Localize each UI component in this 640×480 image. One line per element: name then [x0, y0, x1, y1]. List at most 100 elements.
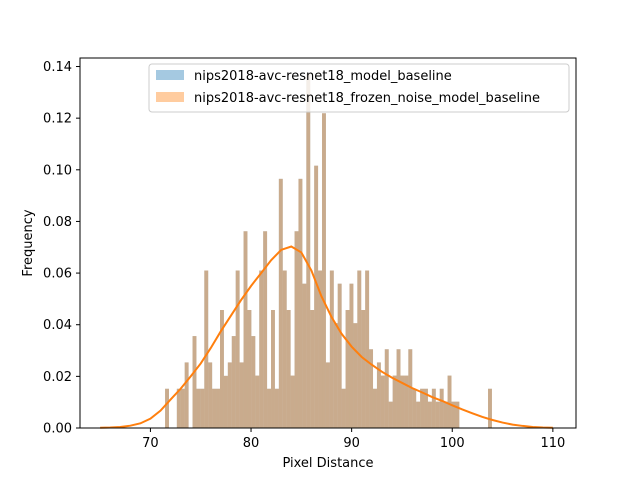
hist-bar-series1-72 — [488, 388, 492, 428]
hist-bar-series1-60 — [412, 388, 417, 428]
hist-bar-series1-24 — [271, 310, 275, 428]
hist-bar-series0-4 — [192, 336, 197, 428]
hist-bar-series1-52 — [380, 375, 385, 428]
hist-bar-series0-13 — [227, 362, 232, 428]
legend-frame — [148, 63, 570, 113]
hist-bar-series1-0 — [165, 388, 169, 428]
hist-bar-series0-44 — [349, 283, 354, 428]
hist-bar-series0-53 — [384, 349, 389, 428]
hist-bar-series1-16 — [239, 362, 244, 428]
hist-bar-series0-60 — [412, 388, 417, 428]
hist-bar-series0-15 — [235, 270, 240, 428]
hist-bar-series1-41 — [337, 283, 342, 428]
hist-bar-series0-21 — [259, 270, 264, 428]
hist-bar-series0-64 — [427, 401, 432, 428]
hist-bar-series0-14 — [231, 336, 236, 428]
x-tick-label-1: 80 — [243, 436, 260, 451]
hist-bar-series1-38 — [325, 362, 330, 428]
hist-bar-series1-69 — [447, 375, 452, 428]
hist-bar-series1-33 — [306, 73, 311, 428]
legend-swatch-model-baseline — [156, 70, 184, 80]
hist-bar-series1-5 — [196, 388, 201, 428]
hist-bar-series0-72 — [488, 388, 492, 428]
hist-bar-series0-18 — [247, 310, 252, 428]
hist-bar-series0-58 — [404, 375, 409, 428]
hist-bar-series0-6 — [200, 388, 205, 428]
hist-bar-series1-65 — [431, 388, 436, 428]
hist-bar-series1-36 — [318, 270, 323, 428]
hist-bar-series1-37 — [322, 113, 326, 428]
hist-bar-series0-29 — [290, 375, 295, 428]
x-axis-ticks: 70 80 90 100 110 — [142, 428, 565, 451]
hist-bar-series1-32 — [302, 283, 307, 428]
hist-bar-series0-66 — [435, 401, 440, 428]
hist-bar-series0-30 — [294, 231, 299, 428]
hist-bar-series0-7 — [204, 270, 209, 428]
y-tick-label-2: 0.04 — [43, 318, 72, 333]
hist-bar-series0-50 — [373, 388, 377, 428]
hist-bar-series0-42 — [341, 388, 346, 428]
hist-bar-series1-23 — [267, 388, 271, 428]
hist-bar-series1-6 — [200, 388, 205, 428]
hist-bar-series0-19 — [251, 336, 256, 428]
hist-bar-series0-68 — [443, 401, 448, 428]
hist-bar-series1-17 — [243, 231, 248, 428]
legend-swatch-frozen-noise-baseline — [156, 92, 184, 102]
hist-bar-series0-20 — [255, 375, 260, 428]
hist-bar-series1-46 — [357, 270, 362, 428]
hist-bar-series1-47 — [361, 310, 366, 428]
hist-bar-series1-71 — [455, 401, 460, 428]
hist-bar-series1-56 — [396, 349, 401, 428]
hist-bar-series0-65 — [431, 388, 436, 428]
hist-bar-series0-22 — [263, 231, 268, 428]
hist-bar-series1-57 — [400, 375, 405, 428]
hist-bar-series1-70 — [451, 401, 456, 428]
hist-bar-series0-27 — [282, 270, 287, 428]
x-tick-label-3: 100 — [440, 436, 465, 451]
hist-bar-series1-68 — [443, 401, 448, 428]
hist-bar-series1-28 — [286, 310, 291, 428]
hist-bar-series0-8 — [208, 362, 213, 428]
hist-bar-series1-15 — [235, 270, 240, 428]
hist-bar-series1-49 — [369, 349, 374, 428]
hist-bar-series0-37 — [322, 113, 326, 428]
hist-bar-series1-22 — [263, 231, 268, 428]
hist-bar-series0-17 — [243, 231, 248, 428]
hist-bar-series0-10 — [216, 388, 220, 428]
hist-bar-series1-20 — [255, 375, 260, 428]
hist-bar-series1-54 — [388, 401, 393, 428]
hist-bar-series0-62 — [420, 388, 425, 428]
hist-bar-series0-24 — [271, 310, 275, 428]
hist-bar-series1-58 — [404, 375, 409, 428]
kde-curve — [100, 245, 553, 429]
hist-bar-series0-51 — [376, 362, 381, 428]
hist-bar-series1-9 — [212, 388, 217, 428]
hist-bar-series0-52 — [380, 375, 385, 428]
hist-bar-series0-1 — [176, 388, 181, 428]
hist-bar-series0-35 — [314, 165, 319, 429]
hist-bar-series0-28 — [286, 310, 291, 428]
hist-bar-series1-11 — [220, 310, 224, 428]
y-tick-label-5: 0.10 — [43, 163, 72, 178]
y-tick-label-7: 0.14 — [43, 60, 72, 75]
hist-bar-series1-39 — [329, 270, 334, 428]
hist-bar-series0-23 — [267, 388, 271, 428]
y-axis-ticks: 0.00 0.02 0.04 0.06 0.08 0.10 0.12 0.14 — [43, 60, 80, 437]
legend: nips2018-avc-resnet18_model_baseline nip… — [148, 63, 570, 113]
hist-bar-series1-50 — [373, 388, 377, 428]
hist-bar-series0-38 — [325, 362, 330, 428]
hist-bar-series0-2 — [180, 388, 185, 428]
y-tick-label-4: 0.08 — [43, 215, 72, 230]
hist-bar-series1-10 — [216, 388, 220, 428]
hist-bar-series1-45 — [353, 323, 358, 428]
hist-bar-series1-42 — [341, 388, 346, 428]
hist-bar-series0-43 — [345, 310, 350, 428]
y-tick-label-1: 0.02 — [43, 370, 72, 385]
hist-bar-series0-67 — [439, 388, 444, 428]
hist-bar-series1-59 — [408, 349, 413, 428]
hist-bar-series1-35 — [314, 165, 319, 429]
hist-bar-series0-49 — [369, 349, 374, 428]
hist-bar-series1-67 — [439, 388, 444, 428]
hist-bar-series1-4 — [192, 336, 197, 428]
x-tick-label-2: 90 — [343, 436, 360, 451]
